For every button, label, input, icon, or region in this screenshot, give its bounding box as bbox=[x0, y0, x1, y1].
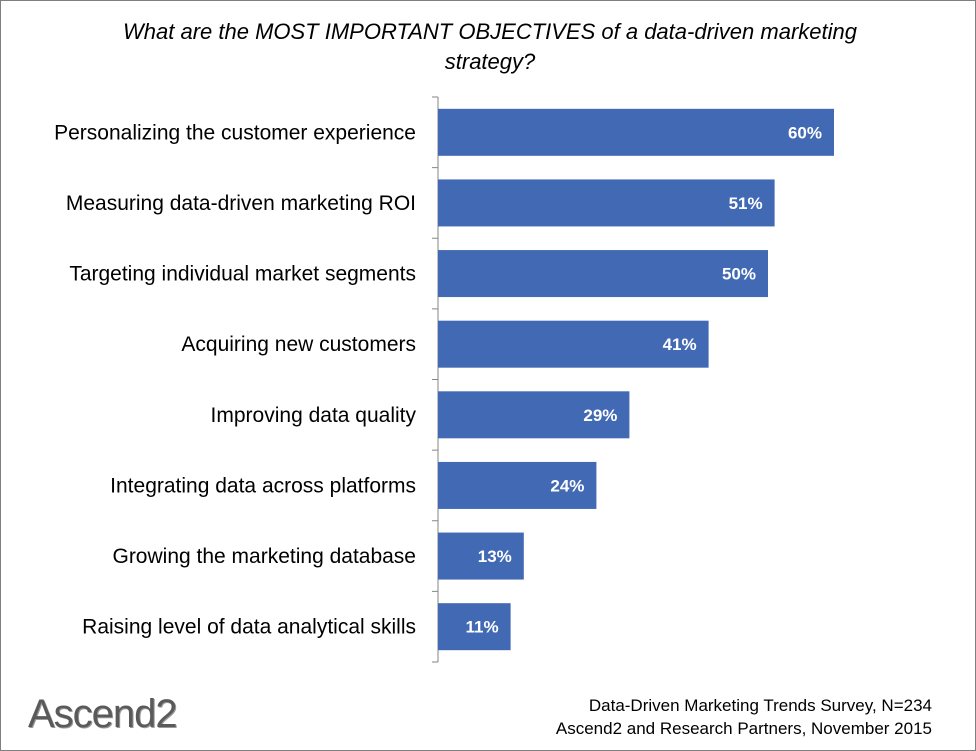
value-label: 41% bbox=[663, 335, 697, 354]
category-labels: Personalizing the customer experience Mea… bbox=[54, 121, 416, 638]
bar bbox=[438, 320, 709, 368]
chart-title: What are the MOST IMPORTANT OBJECTIVES o… bbox=[123, 19, 857, 74]
axis-ticks bbox=[432, 96, 438, 663]
category-label: Measuring data-driven marketing ROI bbox=[66, 192, 416, 215]
value-label: 50% bbox=[722, 265, 756, 284]
bars bbox=[438, 108, 834, 651]
bar bbox=[438, 532, 524, 580]
category-label: Integrating data across platforms bbox=[110, 474, 416, 497]
value-label: 11% bbox=[466, 618, 499, 637]
value-label: 13% bbox=[478, 547, 512, 566]
source-line-1: Data-Driven Marketing Trends Survey, N=2… bbox=[588, 696, 932, 715]
value-label: 51% bbox=[729, 194, 763, 213]
category-label: Improving data quality bbox=[211, 404, 417, 427]
bar bbox=[438, 179, 775, 227]
category-label: Targeting individual market segments bbox=[69, 263, 416, 286]
bar bbox=[438, 250, 768, 298]
bar bbox=[438, 603, 511, 651]
category-label: Growing the marketing database bbox=[112, 545, 416, 568]
ascend2-logo: Ascend2 bbox=[28, 692, 178, 736]
value-label: 24% bbox=[550, 476, 584, 495]
value-label: 29% bbox=[583, 406, 617, 425]
category-label: Raising level of data analytical skills bbox=[82, 616, 416, 639]
bar bbox=[438, 108, 834, 156]
bar bbox=[438, 391, 630, 439]
category-label: Acquiring new customers bbox=[181, 333, 416, 356]
source-note: Data-Driven Marketing Trends Survey, N=2… bbox=[556, 694, 932, 740]
bar bbox=[438, 461, 597, 509]
source-line-2: Ascend2 and Research Partners, November … bbox=[555, 719, 932, 738]
category-label: Personalizing the customer experience bbox=[54, 121, 416, 144]
value-label: 60% bbox=[788, 123, 822, 142]
value-labels: 60% 51% 50% 41% 29% 24% 13% 11% bbox=[466, 123, 822, 636]
